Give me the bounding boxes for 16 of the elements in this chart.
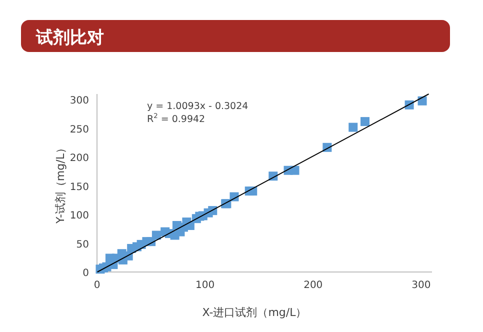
chart-title: 试剂比对	[35, 28, 104, 48]
y-tick-label: 150	[70, 182, 89, 193]
y-tick-label: 100	[70, 210, 89, 222]
y-axis-title: Y-试剂（mg/L）	[54, 142, 67, 224]
annotation: y = 1.0093x - 0.3024	[147, 101, 248, 112]
y-tick-label: 0	[82, 268, 89, 279]
annotation: R$^{2}$ = 0.9942	[147, 112, 206, 125]
y-tick-label: 50	[76, 239, 89, 250]
x-tick-label: 0	[94, 280, 100, 291]
x-tick-label: 100	[196, 280, 215, 291]
x-tick-label: 300	[412, 280, 431, 291]
y-tick-label: 200	[70, 153, 89, 164]
y-tick-label: 300	[70, 96, 89, 107]
y-tick-label: 250	[70, 124, 89, 136]
x-axis-title: X-进口试剂（mg/L）	[202, 306, 307, 319]
x-tick-label: 200	[304, 280, 323, 291]
